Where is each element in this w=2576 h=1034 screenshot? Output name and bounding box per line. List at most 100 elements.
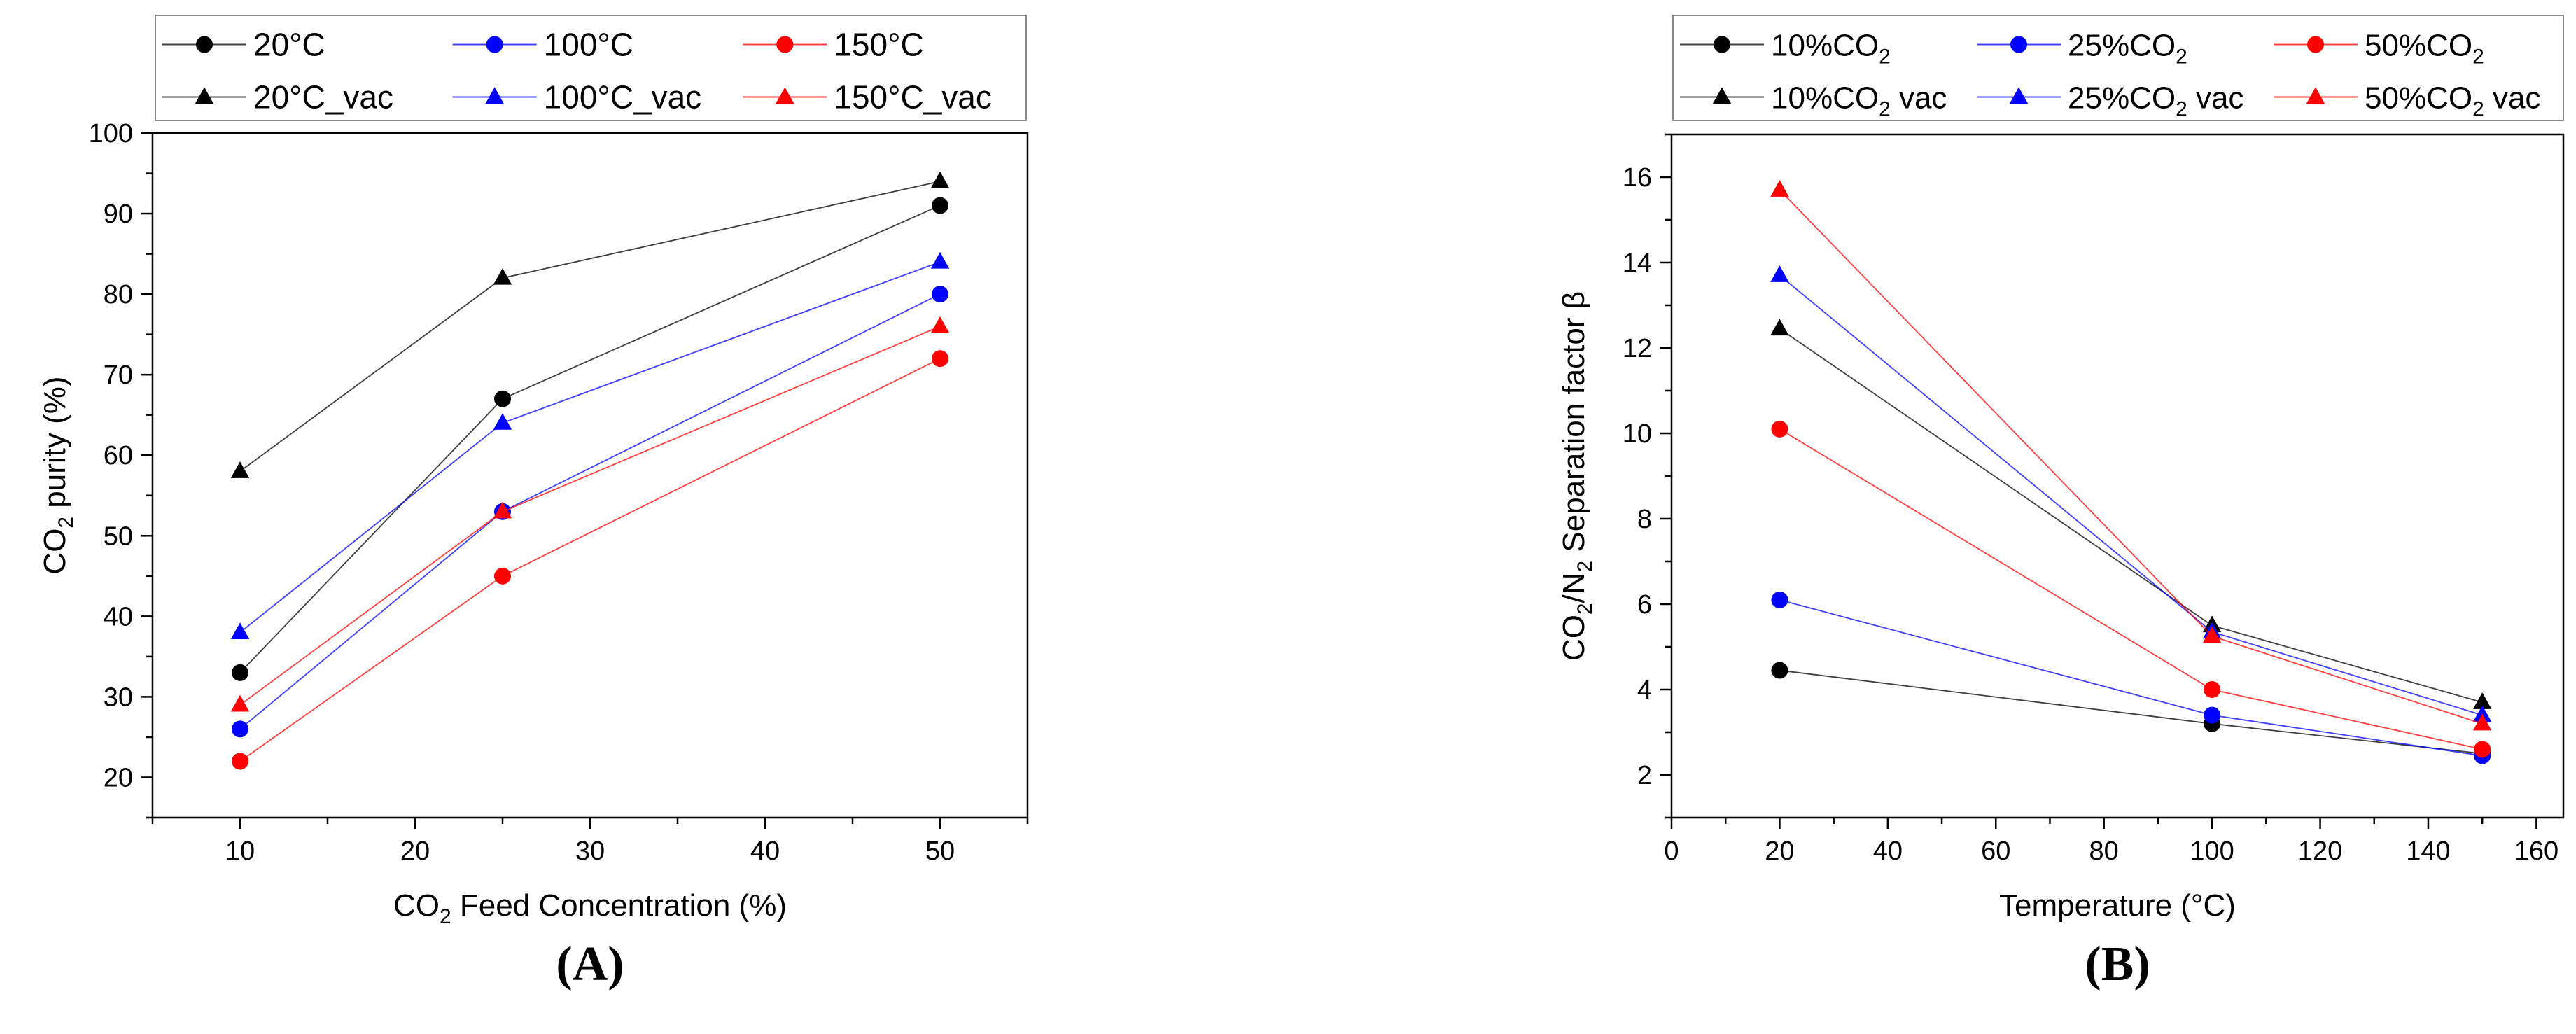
data-point [1771,591,1788,608]
y-tick-label: 30 [104,683,133,712]
series-line [1779,428,2483,750]
data-point [2474,741,2491,758]
legend-entry: 20°C [162,27,326,63]
y-tick-label: 70 [104,361,133,390]
y-axis-label: CO2​/N2​ Separation factor β [1557,291,1597,661]
legend-entry: 150°C [743,27,924,63]
x-tick-label: 50 [925,837,955,866]
x-tick-label: 120 [2298,837,2342,866]
series-line [239,204,941,673]
series-20-c [232,197,948,681]
legend-label: 50%CO2​ vac [2365,81,2540,121]
legend-entry: 25%CO2​ vac [1977,81,2244,121]
legend-marker [2306,87,2325,104]
data-point [232,664,248,681]
legend-marker [2010,36,2027,53]
x-axis-label: Temperature (°C) [1999,888,2236,923]
data-point [2472,713,2492,731]
plot-frame [1670,133,2565,819]
data-point [930,316,950,333]
series-line [1779,599,2483,757]
x-axis-label: CO2​ Feed Concentration (%) [393,888,787,928]
x-tick-label: 10 [225,837,255,866]
legend-label: 150°C [834,27,923,63]
series-100-c-vac [230,251,950,639]
x-tick-label: 30 [575,837,605,866]
data-point [932,197,948,214]
legend-label: 150°C_vac [834,79,992,116]
series-line [239,261,941,634]
y-tick-label: 10 [1623,419,1652,449]
series-line [1779,274,2483,716]
x-tick-label: 40 [1873,837,1903,866]
series-25-co2-vac [1770,265,2492,722]
y-tick-label: 8 [1637,505,1652,534]
legend-entry: 20°C_vac [162,79,393,116]
series-line [1779,328,2483,704]
series-10-co2-vac [1770,319,2492,709]
legend-marker [1714,36,1730,53]
data-point [2472,705,2492,722]
x-tick-label: 160 [2514,837,2558,866]
legend-marker [776,36,794,53]
series-line [239,293,941,730]
data-point [493,501,512,519]
x-tick-label: 20 [1765,837,1794,866]
y-tick-label: 6 [1637,590,1652,620]
series-150-c [232,350,948,770]
legend-marker [485,87,504,104]
y-tick-label: 16 [1623,163,1652,193]
series-20-c-vac [230,171,950,478]
y-tick-label: 100 [89,119,133,148]
x-tick-label: 20 [400,837,430,866]
legend-entry: 100°C [452,27,634,63]
y-tick-label: 80 [104,280,133,309]
y-tick-label: 2 [1637,761,1652,790]
y-tick-label: 50 [104,522,133,551]
chart-panel-a: 10 20 30 40 50 20 30 40 50 60 70 80 90 100 CO2​ Feed C… [38,15,1029,991]
data-point [2204,706,2221,724]
series-100-c [232,286,948,738]
legend-label: 10%CO2​ vac [1771,81,1947,121]
x-tick-label: 40 [750,837,780,866]
legend-marker [195,87,214,104]
legend-label: 100°C_vac [544,79,702,116]
legend-marker [196,36,213,53]
x-tick-label: 80 [2090,837,2119,866]
y-tick-label: 14 [1623,249,1652,278]
legend-label: 20°C_vac [253,79,393,116]
data-point [930,251,950,269]
y-tick-label: 20 [104,763,133,792]
data-point [493,267,512,285]
legend: 10%CO2​ 25%CO2​ 50%CO2​ 10%CO2​ vac 25%CO2​ … [1672,15,2564,121]
series-line [239,358,941,762]
chart-panel-b: 0 20 40 60 80 100 120 140 160 2 4 6 8 10 12 14 16 Tempera… [1557,15,2565,991]
legend-label: 50%CO2​ [2365,29,2484,69]
data-point [932,350,948,368]
data-point [932,286,948,303]
data-point [930,171,950,188]
legend-entry: 50%CO2​ [2274,29,2484,69]
y-tick-label: 90 [104,200,133,229]
legend-marker [2009,87,2029,104]
y-tick-label: 60 [104,441,133,470]
series-line [239,326,941,706]
series-line [239,181,941,472]
data-point [230,622,250,639]
series-150-c-vac [230,316,950,712]
legend-marker [1712,87,1732,104]
data-point [1771,420,1788,438]
legend-entry: 150°C_vac [743,79,992,116]
data-point [232,720,248,738]
legend-marker [486,36,503,53]
data-point [1770,265,1789,282]
y-tick-label: 40 [104,602,133,631]
y-tick-label: 4 [1637,676,1652,705]
series-50-co2 [1771,420,2491,758]
panel-label: (B) [2085,937,2150,991]
series-25-co2 [1771,591,2491,764]
plot-frame [151,132,1029,819]
data-point [230,461,250,478]
legend-entry: 25%CO2​ [1977,29,2188,69]
